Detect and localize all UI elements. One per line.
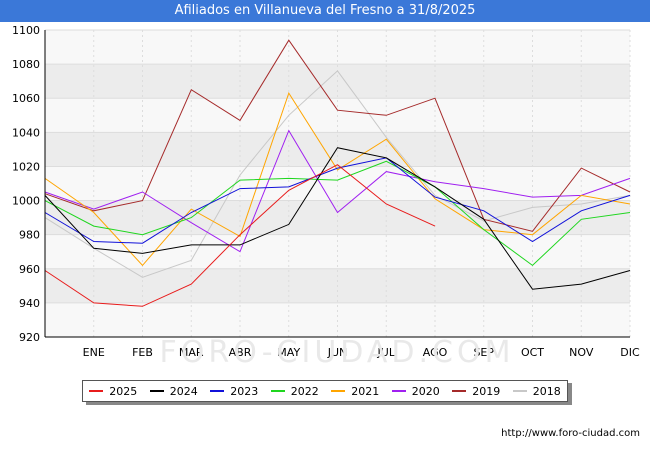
legend-label: 2019 (472, 384, 501, 398)
y-tick-label: 1020 (12, 160, 40, 173)
legend-label: 2025 (109, 384, 138, 398)
footer-url: http://www.foro-ciudad.com (501, 428, 640, 439)
y-axis-ticks: 920 940 960 980 1000 1020 1040 1060 1080 1100 (12, 24, 40, 344)
x-tick-label: JUL (377, 346, 396, 359)
legend-label: 2018 (532, 384, 561, 398)
legend-swatch (149, 390, 164, 392)
legend-label: 2021 (351, 384, 380, 398)
x-tick-label: ABR (229, 346, 252, 359)
x-tick-label: OCT (521, 346, 544, 359)
series-line-2024 (44, 147, 631, 290)
legend-item-2020: 2020 (391, 384, 440, 398)
y-tick-label: 1000 (12, 195, 40, 208)
chart-title: Afiliados en Villanueva del Fresno a 31/… (0, 0, 650, 22)
y-tick-label: 1060 (12, 92, 40, 105)
legend-item-2018: 2018 (512, 384, 561, 398)
legend-swatch (210, 390, 225, 392)
legend: 2025 2024 2023 2022 2021 2020 2019 2018 (82, 380, 568, 402)
legend-label: 2023 (230, 384, 259, 398)
legend-item-2025: 2025 (89, 385, 137, 398)
x-tick-label: AGO (423, 346, 448, 359)
y-tick-label: 1100 (12, 24, 40, 37)
x-tick-label: DIC (620, 346, 640, 359)
series-lines (44, 39, 631, 307)
legend-label: 2024 (169, 384, 198, 398)
x-tick-label: ENE (83, 346, 105, 359)
legend-item-2022: 2022 (270, 384, 319, 398)
series-line-2023 (44, 157, 631, 244)
series-line-2025 (44, 164, 436, 307)
legend-item-2019: 2019 (452, 385, 500, 398)
series-line-2018 (44, 70, 631, 278)
x-tick-label: MAY (277, 346, 300, 359)
legend-item-2024: 2024 (149, 384, 198, 398)
legend-swatch (331, 390, 346, 392)
y-tick-label: 1040 (12, 126, 40, 139)
watermark: FORO-CIUDAD.COM (160, 335, 515, 370)
series-line-2022 (44, 160, 631, 267)
legend-swatch (270, 390, 285, 392)
x-tick-label: SEP (473, 346, 494, 359)
legend-swatch (391, 390, 406, 392)
x-tick-label: NOV (569, 346, 594, 359)
series-line-2019 (44, 39, 631, 232)
y-tick-label: 1080 (12, 58, 40, 71)
series-line-2021 (44, 91, 631, 267)
y-tick-label: 960 (19, 263, 40, 276)
x-axis-ticks: ENE FEB MAR ABR MAY JUN JUL AGO SEP OCT NOV DIC (83, 346, 640, 359)
legend-swatch (89, 390, 104, 392)
x-tick-label: FEB (132, 346, 153, 359)
series-line-2020 (44, 129, 631, 253)
legend-item-2021: 2021 (331, 385, 379, 398)
legend-swatch (452, 390, 467, 392)
x-tick-label: MAR (179, 346, 204, 359)
y-tick-label: 920 (19, 331, 40, 344)
y-tick-label: 940 (19, 297, 40, 310)
x-tick-label: JUN (327, 346, 348, 359)
legend-swatch (512, 390, 527, 392)
legend-label: 2022 (290, 384, 319, 398)
legend-label: 2020 (411, 384, 440, 398)
legend-item-2023: 2023 (210, 385, 258, 398)
y-tick-label: 980 (19, 229, 40, 242)
grid-lines (44, 29, 631, 338)
